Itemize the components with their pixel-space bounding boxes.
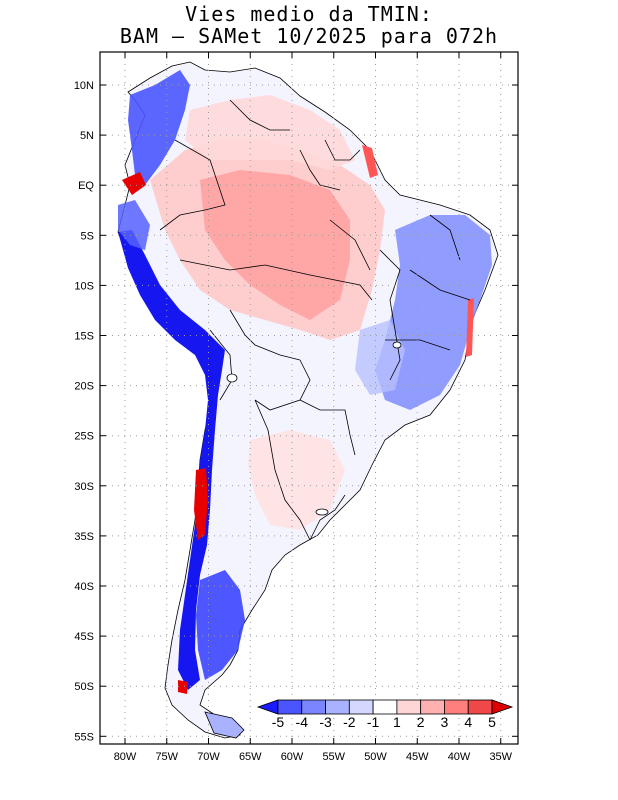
lat-label: 35S [74,531,94,543]
lat-label: 45S [74,631,94,643]
warm-spot-east-coast [466,298,474,357]
colorbar-box [372,699,398,715]
cold-bias-ecuador-coast [118,200,150,250]
lon-label: 65W [239,751,262,763]
lake-titicaca [226,373,238,383]
lake [392,341,402,349]
colorbar-box [301,699,326,715]
lon-label: 35W [489,751,512,763]
lagoon [315,508,329,516]
colorbar-label: -3 [319,714,332,730]
colorbar-label: 4 [464,714,472,730]
graticule [100,52,518,744]
warm-spot-ecuador [122,172,146,195]
lat-label: 30S [74,481,94,493]
colorbar-label: -2 [343,714,356,730]
lat-label: 20S [74,381,94,393]
warm-bias-north [185,95,355,170]
cold-bias-northeast [375,215,492,410]
lat-label: 5S [81,230,94,242]
lon-label: 60W [281,751,304,763]
warm-spot-chile [194,468,208,540]
lat-label: 10S [74,280,94,292]
lat-label: EQ [78,180,94,192]
colorbar-label: -5 [272,714,285,730]
lon-label: 50W [364,751,387,763]
lat-label: 50S [74,681,94,693]
warm-spot-patagonia [178,680,188,694]
lat-label: 15S [74,331,94,343]
lat-label: 5N [80,130,94,142]
colorbar-label: -1 [367,714,380,730]
lat-label: 10N [74,80,94,92]
plot-frame [99,51,519,745]
warm-bias-core [200,170,350,320]
map-title-line1: Vies medio da TMIN: [185,2,433,26]
cold-bias-colombia [128,70,190,185]
country-borders [159,99,471,541]
warm-spot-guiana-coast [362,145,378,178]
colorbar-arrow-high [491,699,514,715]
colorbar-box [444,699,469,715]
latitude-axis: 10N 5N EQ 5S 10S 15S 20S 25S 30S 35S 40S 45S 50S 55S [74,80,518,743]
cold-bias-andes [118,230,225,690]
lon-label: 70W [197,751,220,763]
lat-label: 40S [74,581,94,593]
colorbar-label: -4 [296,714,309,730]
lon-label: 75W [155,751,178,763]
colorbar-box [348,699,374,715]
colorbar-box [325,699,350,715]
longitude-axis: 80W 75W 70W 65W 60W 55W 50W 45W 40W 35W [114,52,513,763]
colorbar-label: 1 [393,714,401,730]
lat-label: 25S [74,431,94,443]
colorbar-box [277,699,303,715]
lon-label: 55W [322,751,345,763]
tierra-del-fuego [204,711,245,739]
colorbar-box [467,699,493,715]
lon-label: 80W [114,751,137,763]
lon-label: 40W [448,751,471,763]
colorbar-box [420,699,445,715]
lon-label: 45W [406,751,429,763]
colorbar-label: 3 [441,714,449,730]
colorbar-label: 2 [417,714,425,730]
cold-bias-northeast-light [355,320,405,395]
colorbar-label: 5 [488,714,496,730]
lat-label: 55S [74,731,94,743]
map-title-line2: BAM – SAMet 10/2025 para 072h [119,24,499,48]
colorbar: -5 -4 -3 -2 -1 1 2 3 4 5 [256,699,514,730]
colorbar-box [396,699,422,715]
